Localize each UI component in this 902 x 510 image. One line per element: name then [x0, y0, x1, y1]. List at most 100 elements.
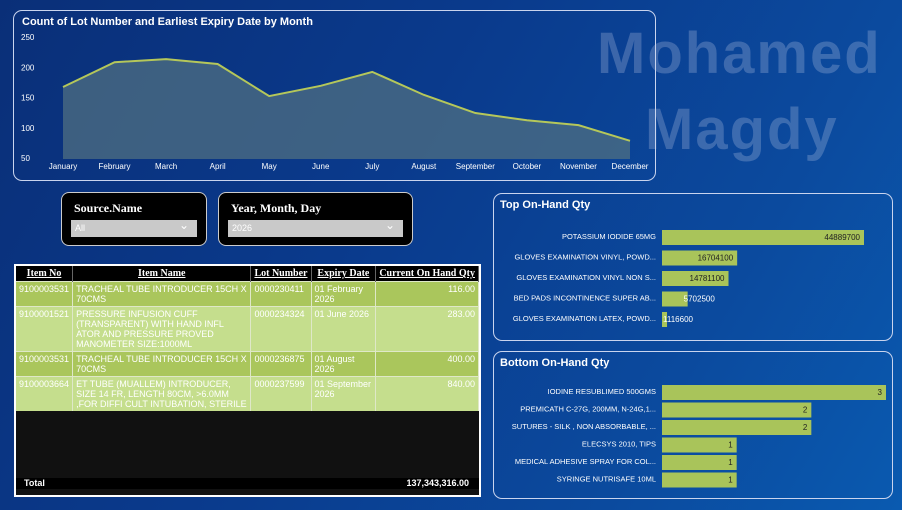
table-cell: 400.00 [375, 351, 479, 377]
table-cell: 0000234324 [250, 306, 312, 352]
x-tick-label: June [312, 162, 330, 171]
slicer-dropdown[interactable]: 2026 [228, 217, 403, 237]
x-tick-label: February [99, 162, 131, 171]
table-cell: 0000237599 [250, 376, 312, 411]
table: Item No Item Name Lot Number Expiry Date Cur… [14, 264, 481, 497]
bar-chart: Bottom On-Hand Qty IODINE RESUBLIMED 500G… [500, 357, 886, 488]
table-row: 9100003531 TRACHEAL TUBE INTRODUCER 15CH … [16, 351, 479, 377]
value-label: 1 [728, 441, 733, 450]
bar [662, 455, 737, 470]
x-tick-label: May [262, 162, 277, 171]
bar-label: SYRINGE NUTRISAFE 10ML [557, 474, 656, 483]
table-cell: 01 August 2026 [311, 351, 377, 377]
bar-label: GLOVES EXAMINATION VINYL NON S... [516, 273, 656, 282]
bar-label: MEDICAL ADHESIVE SPRAY FOR COL... [515, 457, 656, 466]
value-label: 14781100 [690, 274, 726, 283]
bar-label: IODINE RESUBLIMED 500GMS [548, 387, 656, 396]
y-tick-label: 100 [21, 124, 35, 133]
chart-title: Count of Lot Number and Earliest Expiry … [22, 16, 313, 28]
table-cell: 116.00 [375, 281, 479, 307]
table-cell: 01 February 2026 [311, 281, 377, 307]
table-row: 9100001521 PRESSURE INFUSION CUFF (TRANSP… [16, 306, 479, 352]
table-cell: 01 June 2026 [311, 306, 377, 352]
x-tick-label: September [456, 162, 495, 171]
bar [662, 271, 729, 286]
table-cell: 0000230411 [250, 281, 312, 307]
x-tick-label: November [560, 162, 597, 171]
area-chart: Count of Lot Number and Earliest Expiry … [21, 16, 649, 171]
value-label: 1 [728, 458, 733, 467]
table-cell: 9100003531 [16, 281, 74, 307]
table-row: 9100003531 TRACHEAL TUBE INTRODUCER 15CH … [16, 281, 479, 307]
slicer-dropdown[interactable]: All [71, 217, 197, 237]
column-header: Lot Number [250, 266, 312, 282]
table-cell: 0000236875 [250, 351, 312, 377]
bar [662, 437, 737, 453]
x-tick-label: March [155, 162, 177, 171]
bar [662, 250, 738, 266]
y-tick-label: 50 [21, 154, 30, 163]
watermark: Magdy [645, 97, 839, 162]
x-tick-label: December [612, 162, 649, 171]
chart-title: Top On-Hand Qty [500, 199, 591, 211]
slicer[interactable]: Source.Name All [61, 192, 207, 246]
total-value: 137,343,316.00 [406, 478, 469, 488]
y-tick-label: 150 [21, 94, 35, 103]
value-label: 2 [803, 406, 808, 415]
bar [662, 291, 688, 307]
table-cell: 283.00 [375, 306, 479, 352]
value-label: 16704100 [698, 254, 734, 263]
table-cell: ET TUBE (MUALLEM) INTRODUCER, SIZE 14 FR… [72, 376, 252, 411]
table-row: 9100003664 ET TUBE (MUALLEM) INTRODUCER, … [16, 376, 479, 411]
table-cell: 01 September 2026 [311, 376, 377, 411]
bar [662, 385, 886, 400]
area [63, 59, 630, 159]
bar-label: PREMICATH C-27G, 200MM, N-24G,1... [520, 404, 656, 413]
top-panel: Top On-Hand Qty POTASSIUM IODIDE 65MG 4488… [493, 193, 893, 341]
value-label: 1 [728, 476, 733, 485]
bar [662, 230, 864, 245]
x-tick-label: April [210, 162, 226, 171]
bar [662, 402, 812, 418]
bar-label: POTASSIUM IODIDE 65MG [562, 232, 656, 241]
column-header: Expiry Date [311, 266, 377, 282]
total-row: Total 137,343,316.00 [16, 478, 479, 489]
x-tick-label: July [365, 162, 379, 171]
column-header: Item Name [72, 266, 252, 282]
value-label: 1116600 [663, 315, 694, 324]
bar-chart: Top On-Hand Qty POTASSIUM IODIDE 65MG 4488… [500, 199, 864, 327]
slicer-label: Year, Month, Day [231, 201, 322, 215]
x-tick-label: August [411, 162, 437, 171]
bar-label: GLOVES EXAMINATION VINYL, POWD... [514, 252, 656, 261]
total-label: Total [24, 478, 45, 488]
bottom-panel: Bottom On-Hand Qty IODINE RESUBLIMED 500G… [493, 351, 893, 499]
bar [662, 312, 668, 327]
bar-label: GLOVES EXAMINATION LATEX, POWD... [513, 314, 656, 323]
table-cell: 9100001521 [16, 306, 74, 352]
table-cell: 9100003531 [16, 351, 74, 377]
chart-title: Bottom On-Hand Qty [500, 357, 610, 369]
table-cell: PRESSURE INFUSION CUFF (TRANSPARENT) WIT… [72, 306, 252, 352]
y-tick-label: 200 [21, 63, 35, 72]
bar-label: ELECSYS 2010, TIPS [582, 439, 656, 448]
bar [662, 472, 737, 488]
slicer-label: Source.Name [74, 201, 143, 215]
value-label: 3 [878, 388, 883, 397]
slicer[interactable]: Year, Month, Day 2026 [218, 192, 413, 246]
x-tick-label: January [49, 162, 77, 171]
column-header: Current On Hand Qty [375, 266, 479, 282]
value-label: 44889700 [824, 233, 860, 242]
x-tick-label: October [513, 162, 542, 171]
bar [662, 420, 812, 435]
line [62, 58, 631, 142]
y-tick-label: 250 [21, 33, 35, 42]
bar-label: BED PADS INCONTINENCE SUPER AB... [514, 293, 656, 302]
value-label: 5702500 [684, 295, 716, 304]
table-cell: 840.00 [375, 376, 479, 411]
table-grid: Item No Item Name Lot Number Expiry Date Cur… [16, 266, 479, 411]
value-label: 2 [803, 423, 808, 432]
watermark: Mohamed [597, 21, 882, 86]
bar-label: SUTURES - SILK , NON ABSORBABLE, ... [512, 422, 656, 431]
table-cell: TRACHEAL TUBE INTRODUCER 15CH X 70CMS [72, 351, 252, 377]
